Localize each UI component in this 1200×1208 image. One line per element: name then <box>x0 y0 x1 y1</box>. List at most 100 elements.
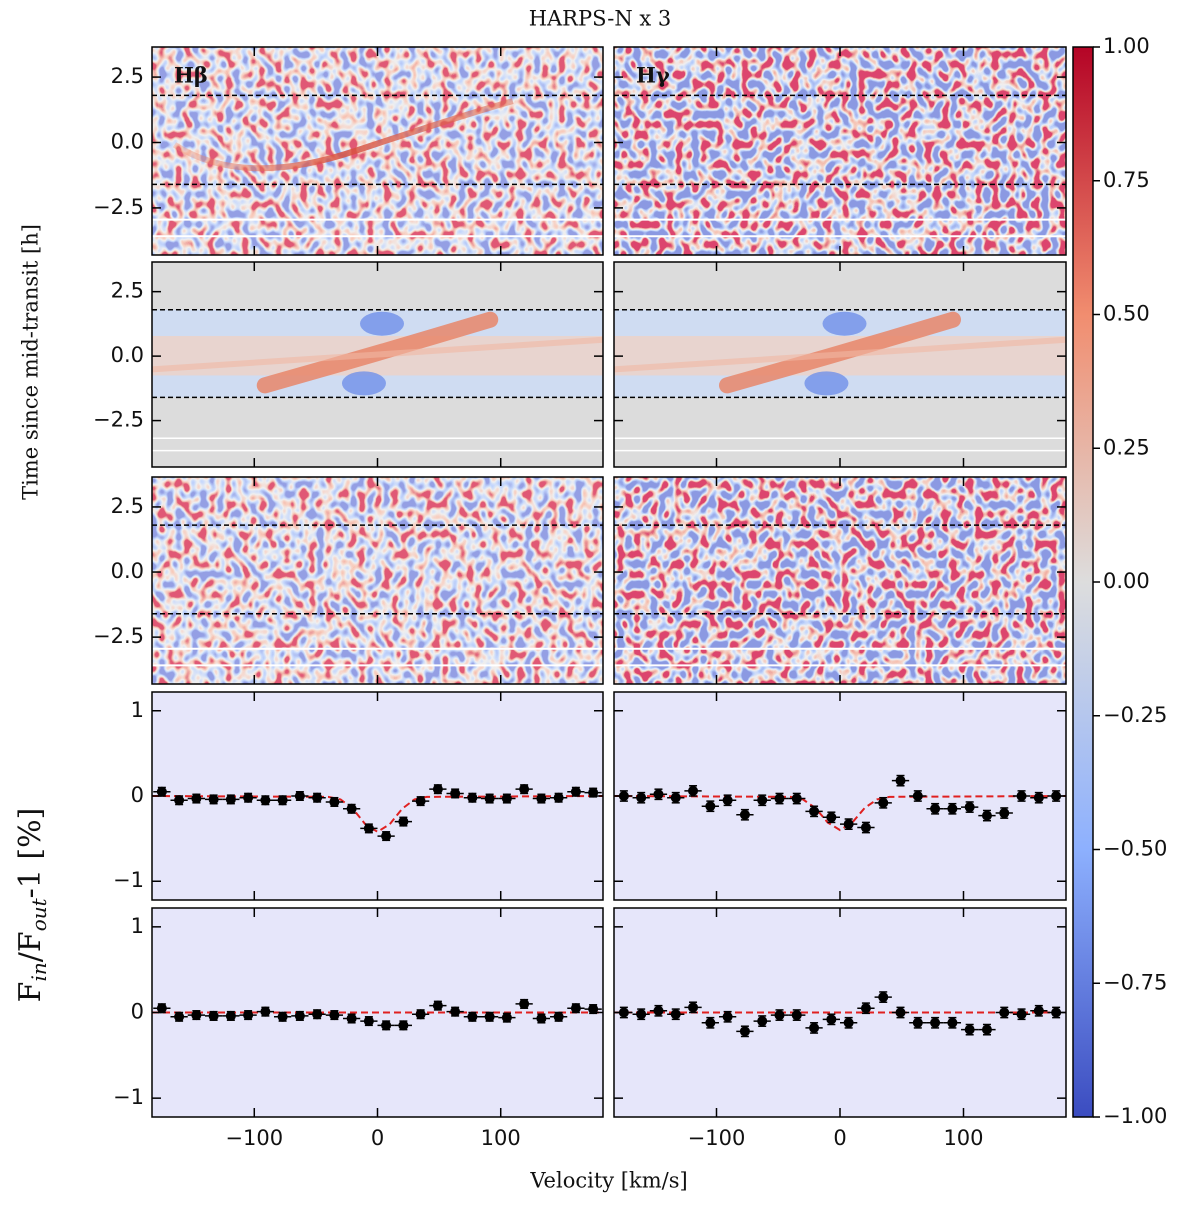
y-tick-label: 0.0 <box>111 343 144 367</box>
data-point <box>705 801 716 812</box>
data-point <box>570 786 581 797</box>
x-tick-label: 0 <box>833 1126 846 1150</box>
data-point <box>501 793 512 804</box>
data-point <box>398 816 409 827</box>
data-point <box>467 792 478 803</box>
data-point <box>415 796 426 807</box>
data-point <box>484 1011 495 1022</box>
data-point <box>774 1010 785 1021</box>
data-point <box>346 1013 357 1024</box>
data-point <box>312 792 323 803</box>
data-point <box>588 1004 599 1015</box>
y-tick-label: −2.5 <box>93 624 144 648</box>
data-point <box>363 1016 374 1027</box>
x-tick-label: −100 <box>225 1126 283 1150</box>
y-tick-label: 1 <box>131 698 144 722</box>
data-point <box>791 793 802 804</box>
data-point <box>208 1010 219 1021</box>
data-point <box>536 793 547 804</box>
model-blob <box>804 371 849 396</box>
model-trail-faint <box>613 336 1067 373</box>
data-point <box>722 1011 733 1022</box>
y-axis-label-part: F <box>13 982 48 1003</box>
colorbar-tick-label: −0.50 <box>1103 837 1167 861</box>
data-point <box>964 802 975 813</box>
data-point <box>860 822 871 833</box>
data-point <box>450 788 461 799</box>
data-point <box>912 1017 923 1028</box>
data-point <box>450 1006 461 1017</box>
data-point <box>1016 791 1027 801</box>
data-point <box>895 775 906 786</box>
y-tick-label: 1 <box>131 914 144 938</box>
colorbar-tick-label: 0.50 <box>1103 302 1150 326</box>
data-point <box>930 803 941 814</box>
data-point <box>174 1011 185 1022</box>
data-point <box>964 1024 975 1035</box>
x-tick-label: 100 <box>943 1126 983 1150</box>
y-axis-label-part: /F <box>13 931 48 962</box>
panel-label: Hβ <box>174 63 208 88</box>
data-point <box>670 1009 681 1020</box>
y-tick-label: 0 <box>131 1000 144 1024</box>
data-point <box>156 786 167 797</box>
data-point <box>791 1010 802 1021</box>
data-point <box>260 795 271 806</box>
data-point <box>519 784 530 795</box>
data-point <box>739 1026 750 1037</box>
data-point <box>947 803 958 814</box>
colorbar-tick-label: 1.00 <box>1103 34 1150 58</box>
data-point <box>225 1010 236 1021</box>
data-point <box>826 1014 837 1025</box>
data-point <box>381 1020 392 1031</box>
colorbar-tick-label: 0.75 <box>1103 168 1150 192</box>
data-point <box>570 1003 581 1014</box>
data-point <box>636 1009 647 1020</box>
data-point <box>484 793 495 804</box>
model-blob <box>822 311 867 336</box>
colorbar <box>1072 46 1094 1118</box>
y-tick-label: 0.0 <box>111 559 144 583</box>
data-point <box>467 1011 478 1022</box>
data-point <box>912 791 923 801</box>
y-tick-label: 2.5 <box>111 64 144 88</box>
data-point <box>294 1010 305 1021</box>
data-point <box>999 1007 1010 1018</box>
data-point <box>536 1013 547 1024</box>
data-point <box>346 803 357 814</box>
x-tick-label: −100 <box>688 1126 746 1150</box>
data-point <box>618 791 629 801</box>
data-point <box>722 795 733 806</box>
y-tick-label: −1 <box>113 868 144 892</box>
data-point <box>415 1009 426 1020</box>
data-point <box>809 1022 820 1033</box>
data-point <box>398 1020 409 1031</box>
data-point <box>363 823 374 834</box>
data-point <box>191 1010 202 1021</box>
data-point <box>191 793 202 804</box>
data-point <box>312 1009 323 1020</box>
model-trail-faint <box>151 336 604 373</box>
data-point <box>878 797 889 808</box>
data-point <box>588 787 599 798</box>
data-point <box>553 1011 564 1022</box>
data-point <box>653 1005 664 1016</box>
data-point <box>381 831 392 842</box>
x-tick-label: 100 <box>481 1126 521 1150</box>
data-point <box>294 791 305 801</box>
heatmap-noise <box>152 477 603 684</box>
data-point <box>1033 1005 1044 1016</box>
data-point <box>501 1012 512 1023</box>
data-point <box>739 809 750 820</box>
y-tick-label: 2.5 <box>111 494 144 518</box>
title: HARPS-N x 3 <box>529 7 672 31</box>
data-point <box>930 1017 941 1028</box>
data-point <box>895 1007 906 1018</box>
data-point <box>519 998 530 1009</box>
data-point <box>1033 792 1044 803</box>
colorbar-tick-label: 0.00 <box>1103 569 1150 593</box>
y-axis-label: Time since mid-transit [h] <box>19 224 43 500</box>
y-tick-label: 0.0 <box>111 129 144 153</box>
x-tick-label: 0 <box>371 1126 384 1150</box>
data-point <box>208 794 219 805</box>
